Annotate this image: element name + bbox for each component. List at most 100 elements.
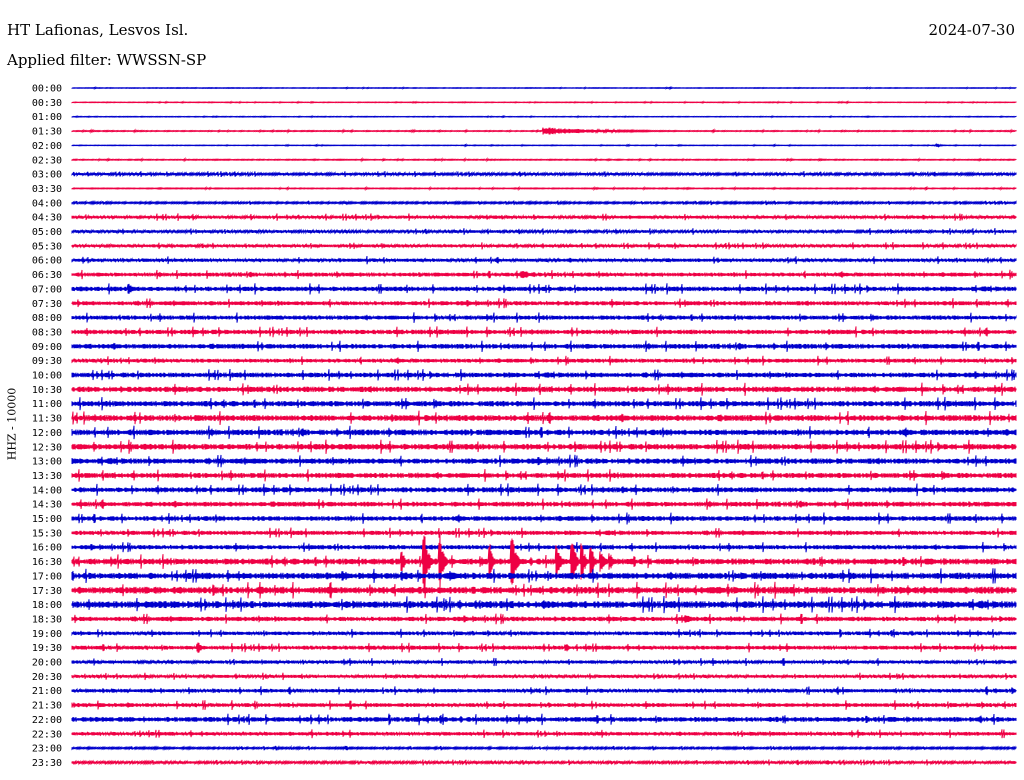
seismic-trace [71, 156, 1017, 163]
seismic-trace [71, 759, 1017, 766]
seismic-trace [71, 439, 1017, 454]
row-time-label: 06:30 [32, 270, 62, 281]
row-time-label: 10:00 [32, 371, 62, 382]
seismic-trace [71, 613, 1017, 625]
seismic-trace [71, 729, 1017, 739]
row-time-label: 05:00 [32, 227, 62, 238]
station-title: HT Lafionas, Lesvos Isl. [7, 21, 189, 39]
seismic-trace [71, 628, 1017, 638]
date-label: 2024-07-30 [928, 21, 1015, 39]
seismic-trace [71, 469, 1017, 482]
row-time-label: 21:30 [32, 701, 62, 712]
row-time-label: 19:30 [32, 643, 62, 654]
seismic-trace [71, 534, 1017, 589]
row-time-label: 18:00 [32, 600, 62, 611]
row-time-label: 01:00 [32, 112, 62, 123]
seismic-trace [71, 298, 1017, 309]
seismic-trace [71, 744, 1017, 752]
seismic-trace [71, 142, 1017, 148]
seismic-trace [71, 686, 1017, 696]
row-time-label: 17:00 [32, 571, 62, 582]
row-time-label: 04:30 [32, 213, 62, 224]
row-time-label: 20:00 [32, 658, 62, 669]
row-time-label: 18:30 [32, 614, 62, 625]
row-time-label: 16:00 [32, 543, 62, 554]
seismic-trace [71, 657, 1017, 667]
row-time-label: 03:30 [32, 184, 62, 195]
seismic-trace [71, 170, 1017, 178]
row-time-label: 09:30 [32, 356, 62, 367]
seismic-trace [71, 340, 1017, 353]
row-time-label: 07:30 [32, 299, 62, 310]
row-time-label: 00:30 [32, 98, 62, 109]
row-time-label: 15:30 [32, 528, 62, 539]
seismic-trace [71, 512, 1017, 525]
seismic-trace [71, 595, 1017, 614]
seismic-trace [71, 100, 1017, 105]
seismic-trace [71, 527, 1017, 539]
seismic-trace [71, 425, 1017, 440]
seismic-trace [71, 498, 1017, 510]
seismic-trace [71, 368, 1017, 382]
row-time-label: 14:00 [32, 485, 62, 496]
row-time-label: 13:30 [32, 471, 62, 482]
row-time-label: 01:30 [32, 127, 62, 138]
row-time-label: 22:30 [32, 729, 62, 740]
row-time-label: 23:00 [32, 744, 62, 755]
seismic-trace [71, 396, 1017, 411]
row-time-label: 12:30 [32, 442, 62, 453]
seismic-trace [71, 269, 1017, 280]
seismic-trace [71, 568, 1017, 584]
seismic-trace [71, 312, 1017, 323]
row-time-label: 05:30 [32, 241, 62, 252]
row-time-label: 16:30 [32, 557, 62, 568]
row-time-label: 20:30 [32, 672, 62, 683]
row-time-label: 17:30 [32, 586, 62, 597]
seismic-trace [71, 382, 1017, 397]
row-time-label: 21:00 [32, 686, 62, 697]
seismic-trace [71, 454, 1017, 468]
seismic-trace [71, 541, 1017, 553]
seismic-trace [71, 256, 1017, 265]
seismic-trace [71, 642, 1017, 653]
row-time-label: 02:00 [32, 141, 62, 152]
row-time-label: 02:30 [32, 155, 62, 166]
row-time-label: 08:00 [32, 313, 62, 324]
row-time-label: 15:00 [32, 514, 62, 525]
row-time-label: 13:00 [32, 457, 62, 468]
row-time-label: 06:00 [32, 256, 62, 267]
row-time-label: 03:00 [32, 170, 62, 181]
seismic-trace [71, 199, 1017, 206]
row-time-label: 10:30 [32, 385, 62, 396]
seismic-trace [71, 114, 1017, 119]
seismic-trace [71, 581, 1017, 599]
row-time-label: 11:30 [32, 414, 62, 425]
row-time-label: 12:00 [32, 428, 62, 439]
row-time-label: 07:00 [32, 284, 62, 295]
filter-label: Applied filter: WWSSN-SP [7, 51, 207, 69]
row-time-label: 09:00 [32, 342, 62, 353]
seismic-trace [71, 355, 1017, 366]
seismic-trace [71, 213, 1017, 221]
seismic-trace [71, 713, 1017, 726]
seismic-trace [71, 228, 1017, 235]
seismic-trace [71, 326, 1017, 338]
row-time-label: 23:30 [32, 758, 62, 769]
seismic-trace [71, 700, 1017, 710]
row-time-label: 04:00 [32, 198, 62, 209]
row-time-label: 11:00 [32, 399, 62, 410]
seismic-trace [71, 483, 1017, 497]
row-time-label: 14:30 [32, 500, 62, 511]
row-time-label: 08:30 [32, 327, 62, 338]
seismic-trace [71, 85, 1017, 91]
row-time-label: 22:00 [32, 715, 62, 726]
seismic-trace [71, 672, 1017, 681]
row-time-label: 00:00 [32, 84, 62, 95]
seismic-trace [71, 410, 1017, 426]
seismic-trace [71, 185, 1017, 192]
seismic-trace [71, 242, 1017, 250]
seismic-trace [71, 283, 1017, 295]
seismic-trace [71, 127, 1017, 135]
